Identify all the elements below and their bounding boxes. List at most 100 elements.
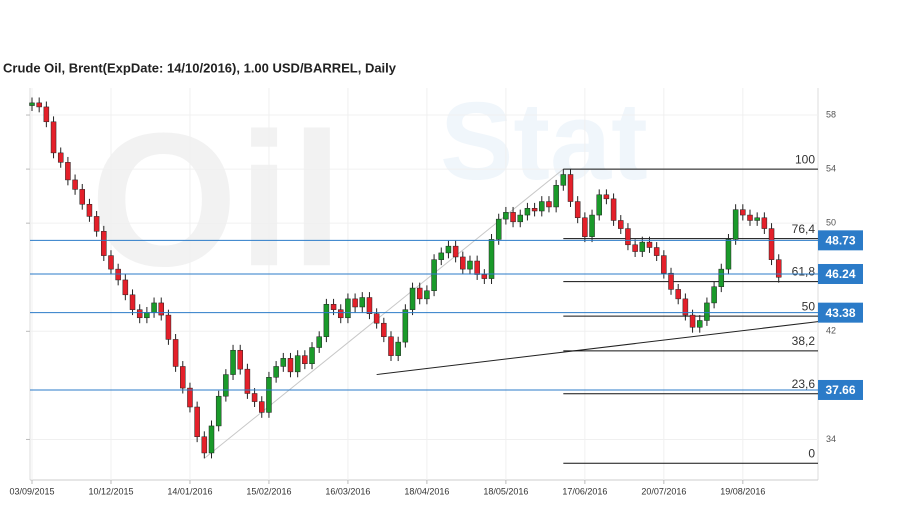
candle-body	[646, 241, 653, 248]
candle-body	[388, 336, 394, 356]
y-tick-label: 54	[826, 163, 836, 173]
candle-body	[603, 194, 610, 200]
candle-body	[158, 302, 164, 316]
price-box	[818, 230, 863, 251]
candle-body	[732, 209, 739, 240]
fib-label: 76,4	[792, 222, 816, 236]
candle-body	[653, 247, 660, 256]
candle-body	[589, 214, 595, 237]
fib-label: 50	[802, 299, 816, 313]
x-tick-label: 20/07/2016	[641, 486, 686, 496]
candle-body	[266, 377, 272, 413]
y-tick-label: 58	[826, 109, 836, 119]
candle-body	[187, 387, 193, 408]
candle-body	[294, 355, 301, 373]
candle-body	[208, 425, 215, 454]
y-tick-label: 50	[826, 218, 836, 228]
candle-body	[618, 220, 624, 229]
candle-body	[165, 314, 172, 340]
candle-body	[251, 393, 258, 402]
candle-body	[409, 287, 416, 310]
candle-body	[531, 208, 538, 212]
trend-line	[376, 321, 819, 376]
candle-body	[775, 259, 782, 278]
candle-body	[373, 313, 380, 324]
watermark: Oil	[90, 94, 343, 306]
candle-body	[223, 374, 229, 397]
candle-body	[718, 268, 725, 287]
candle-body	[503, 212, 509, 220]
candle-body	[754, 217, 760, 221]
y-tick-label: 42	[826, 326, 836, 336]
candle-body	[481, 274, 488, 279]
price-box	[818, 263, 863, 284]
candle-body	[316, 336, 322, 348]
candle-body	[287, 358, 294, 373]
candle-body	[689, 314, 696, 328]
candle-body	[560, 174, 567, 186]
fib-label: 23,6	[792, 377, 816, 391]
candle-body	[610, 198, 617, 221]
candle-body	[345, 298, 351, 319]
candle-body	[661, 255, 667, 274]
candle-body	[352, 298, 358, 308]
candle-body	[761, 217, 768, 229]
fib-label: 38,2	[792, 334, 816, 348]
candle-body	[740, 209, 746, 216]
candle-body	[280, 358, 287, 367]
fib-label: 0	[808, 446, 815, 460]
candle-body	[57, 152, 64, 163]
candle-body	[711, 286, 717, 304]
price-label: 37.66	[825, 383, 855, 397]
candle-body	[402, 309, 409, 343]
candle-body	[79, 189, 86, 205]
candle-body	[682, 298, 689, 316]
watermark: Stat	[440, 80, 648, 203]
x-tick-label: 16/03/2016	[325, 486, 370, 496]
x-tick-label: 14/01/2016	[167, 486, 212, 496]
candle-body	[36, 102, 42, 108]
candle-body	[101, 231, 107, 256]
y-tick-label: 34	[826, 434, 836, 444]
candle-body	[359, 297, 366, 308]
candle-body	[302, 355, 308, 365]
candle-body	[309, 347, 315, 365]
candle-body	[65, 162, 71, 181]
x-tick-label: 19/08/2016	[720, 486, 765, 496]
candle-body	[582, 217, 588, 237]
candle-body	[524, 208, 531, 216]
candle-body	[668, 272, 674, 290]
price-label: 43.38	[825, 306, 855, 320]
candle-body	[244, 368, 251, 394]
candle-body	[517, 214, 523, 223]
candle-body	[201, 436, 208, 454]
candle-body	[151, 302, 157, 313]
x-tick-label: 03/09/2015	[9, 486, 54, 496]
candle-body	[395, 341, 401, 356]
fib-label: 61,8	[792, 265, 816, 279]
candle-body	[495, 218, 502, 240]
candle-body	[259, 401, 265, 413]
candle-body	[675, 289, 681, 300]
candle-body	[438, 252, 445, 260]
candle-body	[632, 244, 638, 252]
candle-body	[43, 106, 50, 123]
candle-body	[416, 287, 423, 300]
candle-body	[596, 194, 602, 216]
candle-body	[431, 259, 437, 292]
x-tick-label: 18/05/2016	[483, 486, 528, 496]
candle-body	[639, 241, 646, 252]
candle-body	[29, 102, 35, 106]
candle-body	[768, 228, 775, 260]
fib-label: 100	[795, 152, 815, 166]
candle-body	[323, 304, 330, 337]
candle-body	[539, 201, 545, 212]
candle-body	[424, 290, 430, 300]
price-label: 46.24	[825, 267, 855, 281]
candle-body	[50, 121, 57, 154]
candle-body	[474, 260, 480, 275]
candle-body	[546, 201, 552, 208]
candle-body	[553, 185, 559, 208]
candle-body	[115, 268, 121, 281]
candle-body	[747, 214, 753, 221]
